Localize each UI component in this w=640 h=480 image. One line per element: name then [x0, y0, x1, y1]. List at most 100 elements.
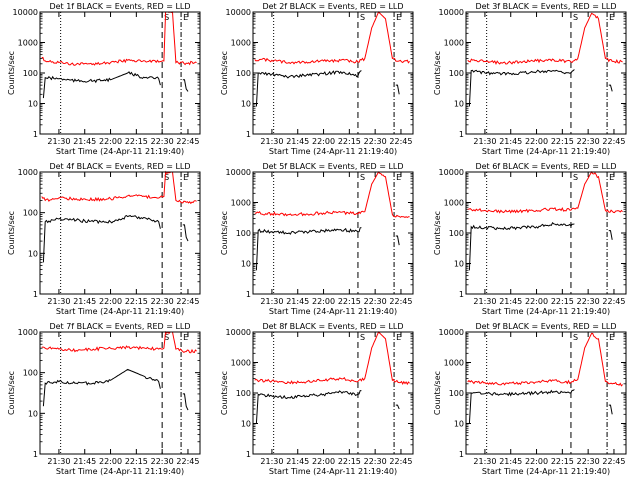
- y-tick-label: 10: [241, 260, 251, 269]
- x-tick-label: 22:30: [151, 297, 174, 306]
- y-axis-label: Counts/sec: [220, 211, 229, 255]
- y-tick-label: 10: [28, 409, 38, 418]
- x-tick-label: 21:45: [73, 297, 96, 306]
- marker-label: E: [609, 173, 614, 182]
- marker-label: E: [609, 333, 614, 342]
- marker-label: S: [360, 333, 365, 342]
- marker-label: S: [164, 173, 169, 182]
- y-tick-label: 10: [241, 420, 251, 429]
- y-tick-label: 1000: [444, 359, 464, 368]
- x-tick-label: 22:00: [99, 457, 122, 466]
- plot-frame: [252, 171, 414, 295]
- plot-frame: [465, 11, 627, 135]
- marker-label: E: [183, 333, 188, 342]
- x-tick-label: 22:15: [125, 137, 148, 146]
- x-axis-label: Start Time (24-Apr-11 21:19:40): [56, 307, 184, 316]
- series-line-black-post: [182, 79, 189, 92]
- marker-label: S: [573, 13, 578, 22]
- y-axis-label: Counts/sec: [7, 51, 16, 95]
- x-tick-label: 22:45: [389, 457, 412, 466]
- x-axis-label: Start Time (24-Apr-11 21:19:40): [269, 307, 397, 316]
- x-tick-label: 22:45: [176, 137, 199, 146]
- y-axis-label: Counts/sec: [7, 371, 16, 415]
- series-line-black-post: [182, 393, 189, 411]
- x-tick-label: 22:45: [602, 297, 625, 306]
- marker-label: S: [360, 13, 365, 22]
- plot-frame: [465, 331, 627, 455]
- y-tick-label: 100: [449, 229, 464, 238]
- series-line-black-post: [395, 235, 400, 246]
- x-tick-label: 21:30: [47, 297, 70, 306]
- x-tick-label: 22:30: [364, 297, 387, 306]
- marker-label: S: [573, 173, 578, 182]
- x-tick-label: 21:45: [286, 297, 309, 306]
- chart-panel-1: Det 1f BLACK = Events, RED = LLD Counts/s…: [7, 2, 201, 156]
- x-tick-label: 21:30: [260, 137, 283, 146]
- x-tick-label: 22:00: [99, 137, 122, 146]
- x-tick-label: 21:45: [499, 137, 522, 146]
- series-line-black-post: [608, 230, 613, 240]
- x-tick-label: 22:30: [151, 457, 174, 466]
- y-tick-label: 100: [449, 389, 464, 398]
- chart-panel-9: Det 9f BLACK = Events, RED = LLD Counts/s…: [433, 322, 627, 476]
- x-tick-label: 21:30: [473, 297, 496, 306]
- chart-title: Det 5f BLACK = Events, RED = LLD: [262, 162, 403, 171]
- x-tick-label: 22:00: [99, 297, 122, 306]
- plot-frame: [252, 331, 414, 455]
- x-axis-label: Start Time (24-Apr-11 21:19:40): [269, 147, 397, 156]
- y-tick-label: 100: [236, 69, 251, 78]
- x-tick-label: 21:30: [260, 297, 283, 306]
- series-line-black: [255, 70, 362, 107]
- marker-label: S: [573, 333, 578, 342]
- x-tick-label: 21:30: [47, 137, 70, 146]
- x-tick-label: 21:45: [499, 457, 522, 466]
- series-line-black-post: [182, 224, 189, 242]
- y-axis-label: Counts/sec: [220, 371, 229, 415]
- x-tick-label: 22:30: [364, 457, 387, 466]
- x-tick-label: 22:00: [525, 137, 548, 146]
- series-line-black: [42, 368, 161, 407]
- plot-frame: [39, 331, 201, 455]
- marker-label: S: [164, 333, 169, 342]
- x-tick-label: 22:15: [338, 297, 361, 306]
- y-tick-label: 100: [236, 389, 251, 398]
- y-tick-label: 10: [28, 249, 38, 258]
- y-axis-label: Counts/sec: [220, 51, 229, 95]
- x-tick-label: 22:45: [389, 137, 412, 146]
- series-line-black-post: [608, 404, 613, 415]
- plot-frame: [39, 11, 201, 135]
- y-tick-label: 1: [459, 130, 464, 139]
- y-tick-label: 10000: [13, 8, 38, 17]
- marker-label: E: [609, 13, 614, 22]
- x-axis-label: Start Time (24-Apr-11 21:19:40): [56, 467, 184, 476]
- series-line-black-post: [608, 84, 613, 92]
- x-tick-label: 22:30: [577, 457, 600, 466]
- x-tick-label: 21:45: [286, 457, 309, 466]
- x-tick-label: 22:45: [602, 137, 625, 146]
- y-tick-label: 1: [33, 290, 38, 299]
- x-tick-label: 21:30: [473, 457, 496, 466]
- y-tick-label: 1000: [18, 168, 38, 177]
- series-line-black: [468, 69, 575, 107]
- chart-title: Det 8f BLACK = Events, RED = LLD: [262, 322, 403, 331]
- x-tick-label: 21:45: [73, 457, 96, 466]
- y-tick-label: 10000: [226, 168, 251, 177]
- y-tick-label: 10000: [226, 8, 251, 17]
- x-tick-label: 21:30: [473, 137, 496, 146]
- y-tick-label: 1000: [18, 39, 38, 48]
- chart-panel-6: Det 6f BLACK = Events, RED = LLD Counts/s…: [433, 162, 627, 316]
- y-tick-label: 100: [23, 209, 38, 218]
- y-tick-label: 10000: [226, 328, 251, 337]
- y-tick-label: 1000: [231, 199, 251, 208]
- x-tick-label: 22:00: [312, 457, 335, 466]
- y-tick-label: 100: [23, 69, 38, 78]
- y-tick-label: 1: [33, 450, 38, 459]
- x-tick-label: 22:30: [364, 137, 387, 146]
- x-tick-label: 22:45: [389, 297, 412, 306]
- x-tick-label: 21:45: [499, 297, 522, 306]
- x-tick-label: 21:45: [73, 137, 96, 146]
- x-axis-label: Start Time (24-Apr-11 21:19:40): [56, 147, 184, 156]
- y-tick-label: 1000: [18, 328, 38, 337]
- y-tick-label: 10: [454, 260, 464, 269]
